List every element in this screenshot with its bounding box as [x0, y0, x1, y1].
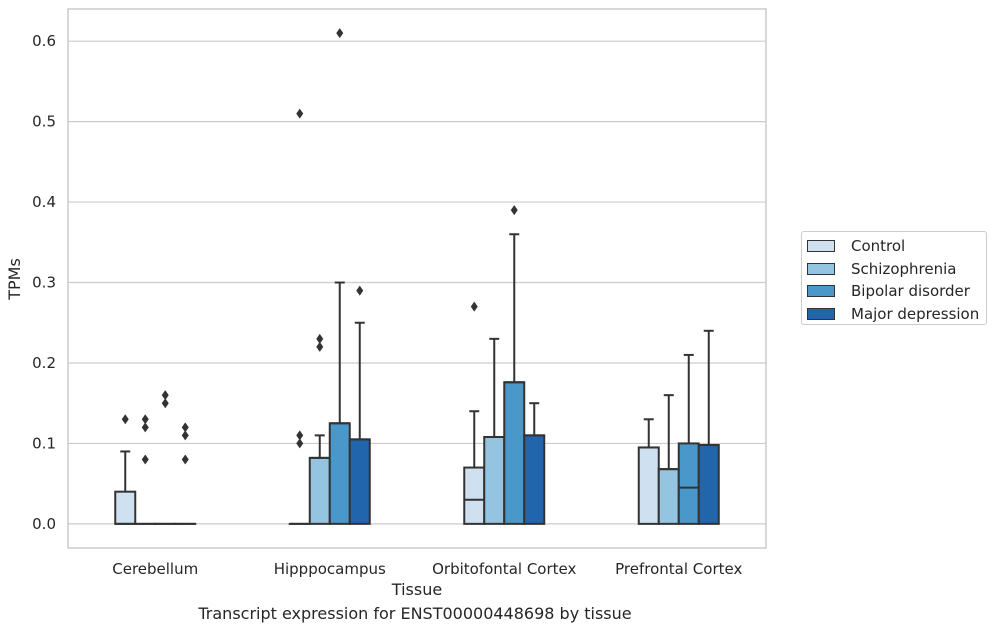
legend-label: Control	[851, 237, 906, 256]
box-major-depression	[174, 422, 197, 525]
legend-item: Major depression	[807, 303, 986, 326]
outlier-point	[161, 398, 169, 409]
outlier-point	[296, 430, 304, 441]
x-tick-label: Prefrontal Cortex	[615, 560, 742, 578]
box-major-depression	[523, 402, 546, 525]
y-tick-label: 0.3	[32, 274, 56, 292]
box-plot-marks	[114, 28, 720, 525]
outlier-point	[510, 205, 518, 216]
box	[657, 468, 680, 525]
box-control	[463, 301, 486, 525]
y-tick-label: 0.2	[32, 354, 56, 372]
outlier-point	[181, 430, 189, 441]
outlier-point	[296, 438, 304, 449]
outlier-point	[356, 285, 364, 296]
x-tick-labels: Cerebellum Hipppocampus Orbitofontal Corte…	[112, 560, 742, 578]
y-tick-label: 0.4	[32, 193, 56, 211]
outlier-point	[141, 414, 149, 425]
legend-label: Schizophrenia	[851, 259, 957, 278]
outlier-point	[181, 422, 189, 433]
box	[328, 422, 351, 525]
legend-swatch	[807, 285, 835, 298]
plot-title: Transcript expression for ENST0000044869…	[198, 604, 632, 623]
box-bipolar-disorder	[503, 205, 526, 525]
box-major-depression	[697, 329, 720, 525]
box	[637, 446, 660, 525]
y-tick-label: 0.5	[32, 113, 56, 131]
x-tick-label: Cerebellum	[112, 560, 198, 578]
legend-swatch	[807, 307, 835, 320]
y-axis-label: TPMs	[5, 258, 24, 301]
box-control	[637, 418, 660, 525]
outlier-point	[316, 333, 324, 344]
box-schizophrenia	[657, 394, 680, 525]
legend-swatch	[807, 262, 835, 275]
outlier-point	[141, 422, 149, 433]
outlier-point	[336, 28, 344, 39]
box-schizophrenia	[483, 337, 506, 525]
box-schizophrenia	[308, 333, 331, 525]
box-bipolar-disorder	[154, 390, 177, 525]
box-major-depression	[348, 285, 371, 525]
x-tick-label: Hipppocampus	[274, 560, 386, 578]
gridlines	[68, 40, 766, 525]
legend-swatch	[807, 240, 835, 253]
box-control	[114, 414, 137, 525]
outlier-point	[161, 390, 169, 401]
legend-label: Bipolar disorder	[851, 282, 970, 301]
y-tick-labels: 0.0 0.1 0.2 0.3 0.4 0.5 0.6	[32, 32, 56, 533]
box	[483, 435, 506, 525]
plot-frame	[67, 8, 767, 549]
outlier-point	[181, 454, 189, 465]
box	[463, 466, 486, 525]
box	[308, 456, 331, 525]
box	[697, 444, 720, 525]
box	[503, 381, 526, 525]
box-bipolar-disorder	[328, 28, 351, 525]
outlier-point	[316, 341, 324, 352]
box	[523, 434, 546, 525]
box	[348, 438, 371, 525]
outlier-point	[470, 301, 478, 312]
outlier-point	[141, 454, 149, 465]
outlier-point	[121, 414, 129, 425]
x-tick-label: Orbitofontal Cortex	[432, 560, 576, 578]
box	[114, 490, 137, 525]
legend-item: Bipolar disorder	[807, 280, 986, 303]
y-tick-label: 0.1	[32, 434, 56, 452]
legend: Control Schizophrenia Bipolar disorder Majo…	[801, 231, 987, 325]
legend-label: Major depression	[851, 304, 980, 323]
outlier-point	[296, 108, 304, 119]
legend-item: Schizophrenia	[807, 258, 986, 281]
y-tick-label: 0.0	[32, 515, 56, 533]
legend-item: Control	[807, 235, 986, 258]
box-bipolar-disorder	[677, 353, 700, 525]
x-axis-label: Tissue	[391, 580, 442, 599]
box-control	[288, 108, 311, 525]
box-schizophrenia	[134, 414, 157, 525]
box	[677, 442, 700, 525]
y-tick-label: 0.6	[32, 32, 56, 50]
